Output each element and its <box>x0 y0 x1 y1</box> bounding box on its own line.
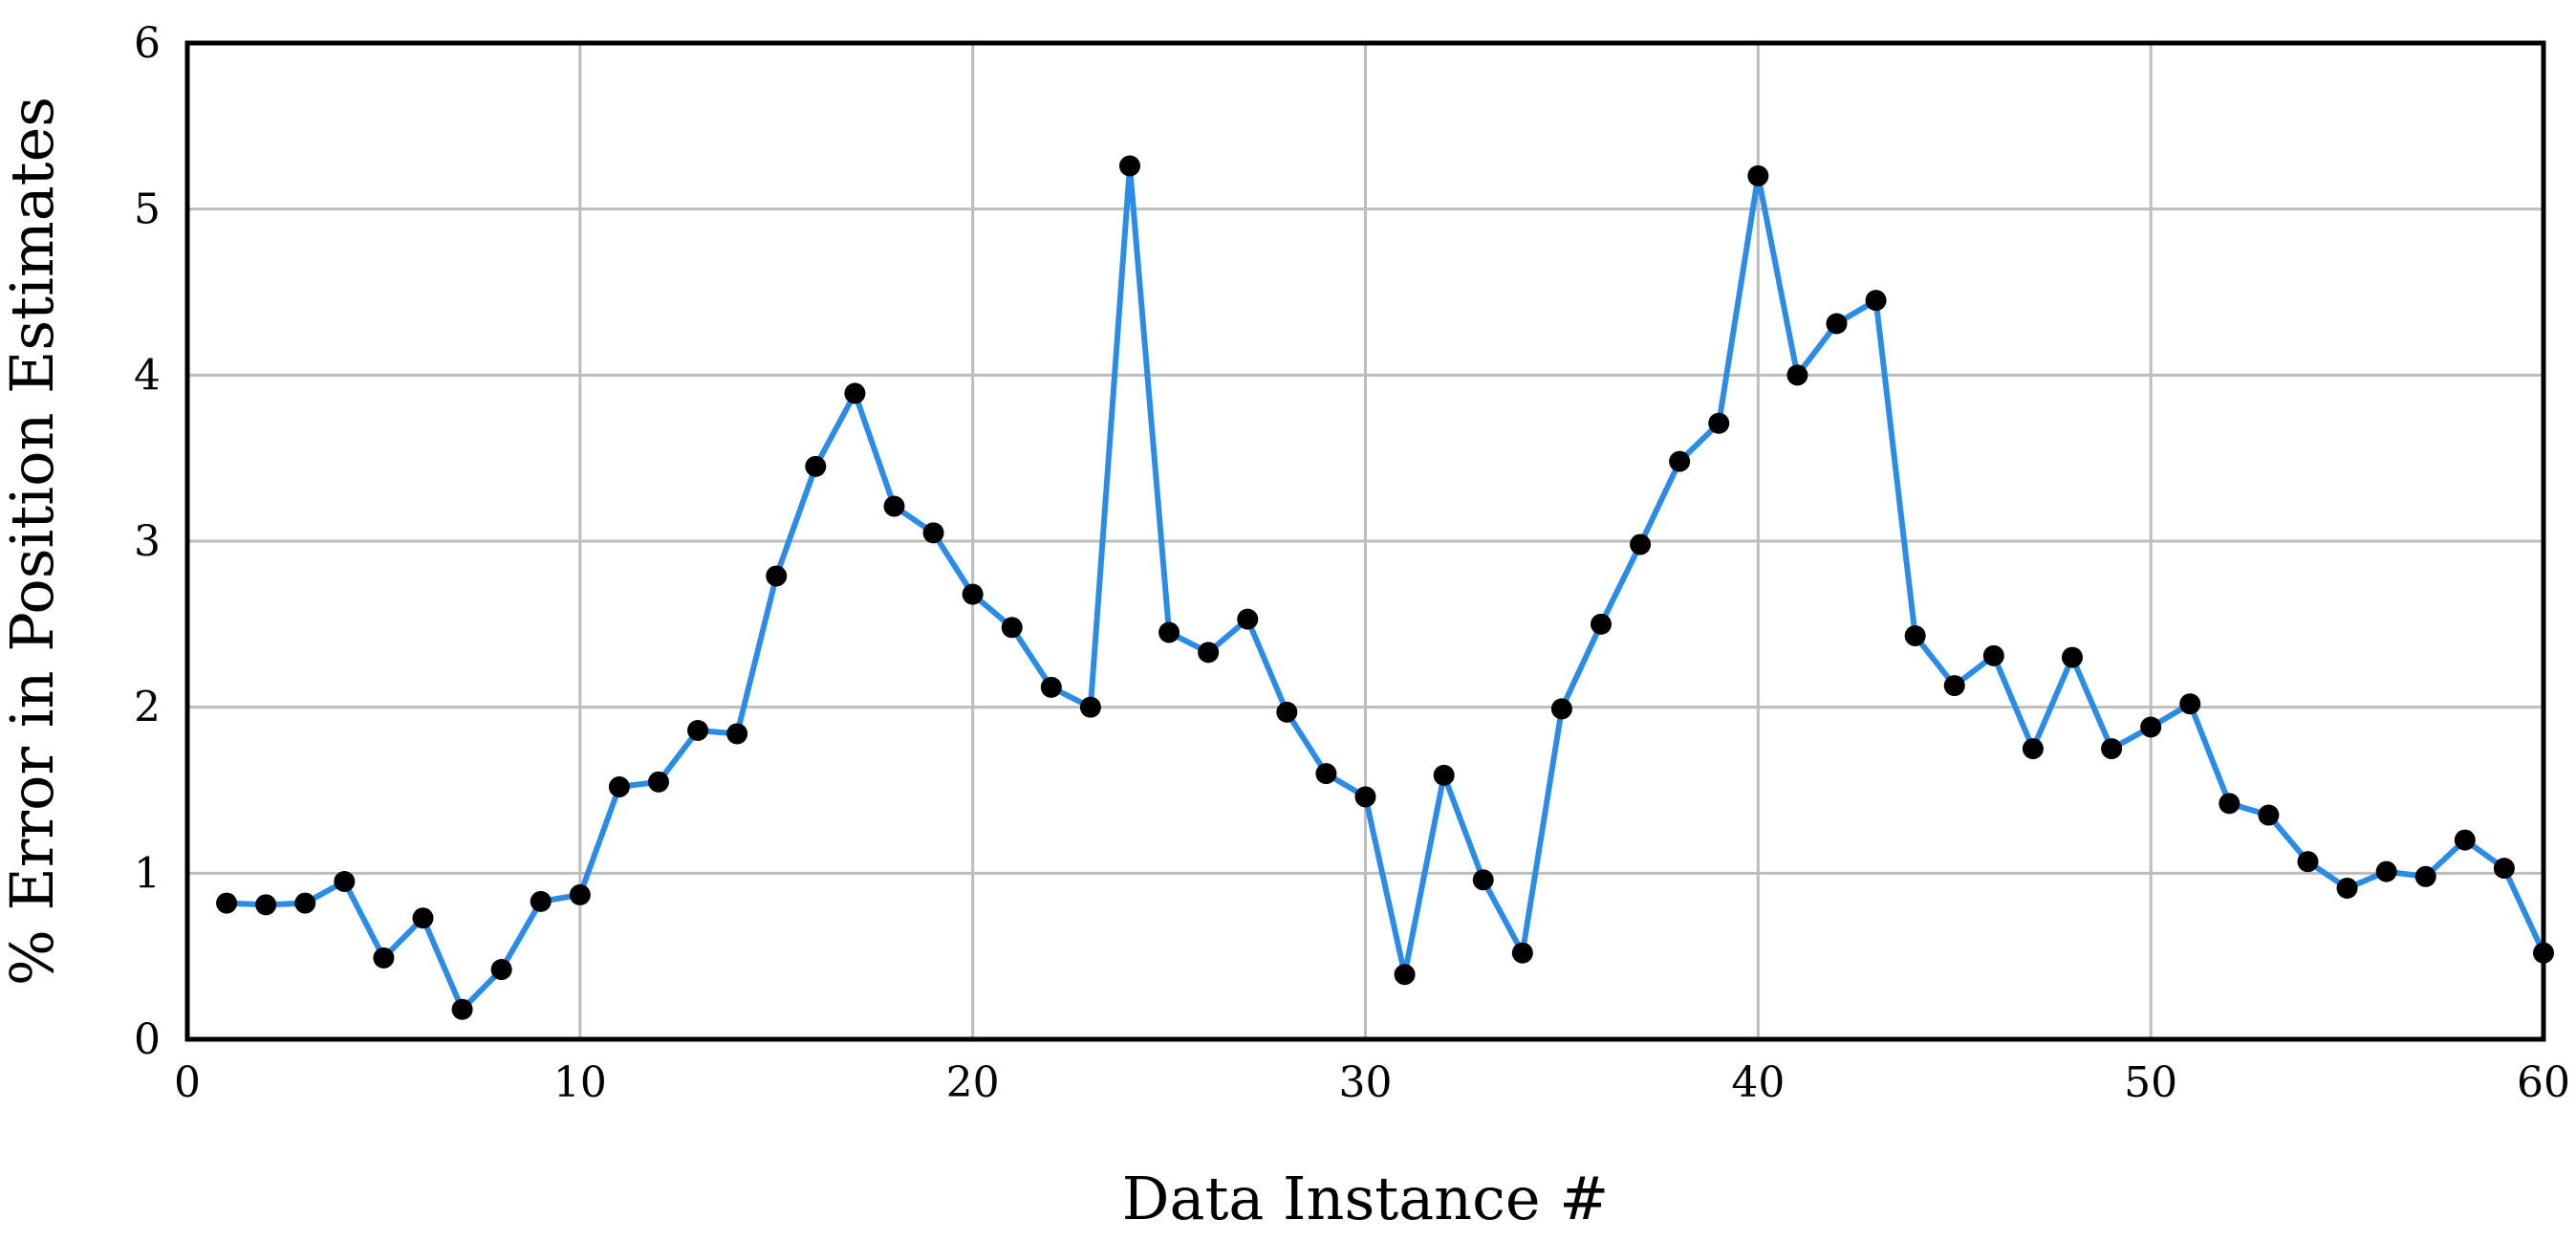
data-point <box>1982 644 2004 666</box>
data-point <box>294 892 316 914</box>
series-line-path <box>226 163 2546 1012</box>
data-point <box>1630 533 1652 555</box>
data-point <box>766 565 788 587</box>
y-tick-label: 1 <box>134 849 161 898</box>
data-point <box>844 382 866 404</box>
data-point <box>2101 738 2123 760</box>
data-point <box>373 947 395 969</box>
data-point <box>962 583 984 605</box>
data-point <box>2493 858 2515 880</box>
data-point <box>1119 155 1140 177</box>
data-point <box>1198 642 1220 664</box>
data-point <box>1001 617 1023 639</box>
grid-lines <box>187 43 2544 1039</box>
data-point <box>1079 696 1101 718</box>
series-markers <box>216 155 2554 1020</box>
data-point <box>2062 646 2083 668</box>
data-point <box>1550 698 1572 720</box>
data-point <box>412 907 434 929</box>
y-axis-ticks: 0 1 2 3 4 5 6 <box>134 19 161 1064</box>
data-point <box>490 959 512 981</box>
series-line <box>226 163 2546 1012</box>
data-point <box>530 890 552 912</box>
y-tick-label: 4 <box>134 351 161 400</box>
data-point <box>1591 613 1612 635</box>
x-tick-label: 50 <box>2124 1058 2177 1107</box>
data-point <box>1472 869 1494 891</box>
data-point <box>687 719 709 741</box>
data-point <box>1708 412 1730 434</box>
data-point <box>1433 764 1455 786</box>
data-point <box>1865 290 1887 312</box>
data-point <box>608 776 630 798</box>
x-tick-label: 0 <box>174 1058 201 1107</box>
data-point <box>1669 450 1691 472</box>
data-point <box>2219 793 2240 815</box>
data-point <box>569 883 591 905</box>
data-point <box>255 894 277 916</box>
x-tick-label: 60 <box>2517 1058 2570 1107</box>
data-point <box>1826 313 1848 335</box>
data-point <box>2375 860 2397 882</box>
data-point <box>2258 804 2280 826</box>
data-point <box>2414 865 2436 887</box>
data-point <box>1276 701 1298 723</box>
data-point <box>1237 608 1259 630</box>
y-tick-label: 3 <box>134 517 161 566</box>
x-tick-label: 20 <box>946 1058 1000 1107</box>
data-point <box>451 998 473 1020</box>
data-point <box>2297 851 2319 873</box>
data-point <box>1511 942 1533 964</box>
y-tick-label: 5 <box>134 185 161 234</box>
x-axis-ticks: 0 10 20 30 40 50 60 <box>174 1058 2570 1107</box>
data-point <box>2454 829 2476 851</box>
y-tick-label: 0 <box>134 1015 161 1064</box>
data-point <box>1786 364 1808 386</box>
data-point <box>1158 621 1180 643</box>
y-axis-label: % Error in Position Estimates <box>0 97 67 986</box>
data-point <box>2140 716 2162 738</box>
x-axis-label: Data Instance # <box>1122 1164 1609 1233</box>
data-point <box>1904 624 1926 646</box>
data-point <box>1040 676 1062 698</box>
x-tick-label: 40 <box>1731 1058 1785 1107</box>
data-point <box>805 455 827 477</box>
data-point <box>1394 964 1416 986</box>
data-point <box>2179 693 2201 715</box>
data-point <box>726 723 748 745</box>
data-point <box>883 495 905 517</box>
data-point <box>216 892 238 914</box>
data-point <box>1747 164 1769 186</box>
x-tick-label: 30 <box>1339 1058 1393 1107</box>
data-point <box>922 522 944 544</box>
x-tick-label: 10 <box>553 1058 607 1107</box>
plot-frame <box>184 40 2546 1042</box>
data-point <box>2022 738 2044 760</box>
data-point <box>1315 763 1337 785</box>
data-point <box>1943 675 1965 697</box>
y-tick-label: 6 <box>134 19 161 68</box>
data-point <box>1354 786 1376 808</box>
data-point <box>334 871 356 893</box>
y-tick-label: 2 <box>134 684 161 732</box>
data-point <box>648 771 669 793</box>
data-point <box>2336 877 2358 899</box>
